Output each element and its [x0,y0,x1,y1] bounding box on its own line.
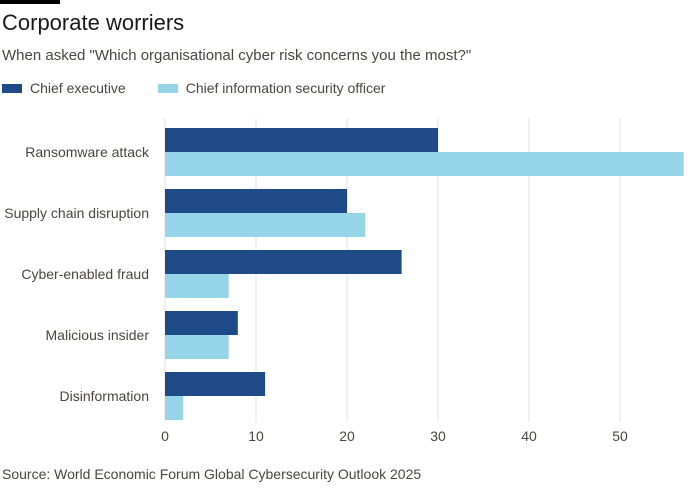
bar-ceo-cyber-enabled-fraud [165,250,402,274]
bar-ceo-malicious-insider [165,311,238,335]
legend-label-ciso: Chief information security officer [185,80,386,96]
chart-subtitle: When asked "Which organisational cyber r… [2,47,472,64]
legend-swatch-ciso [157,83,178,93]
category-label-cyber-enabled-fraud: Cyber-enabled fraud [21,266,149,282]
bar-ciso-malicious-insider [165,335,229,359]
bar-ciso-supply-chain-disruption [165,213,366,237]
category-label-disinformation: Disinformation [60,388,149,404]
legend-item-ciso: Chief information security officer [157,80,386,96]
x-tick-label-30: 30 [430,428,446,444]
bar-ceo-disinformation [165,372,266,396]
legend-label-ceo: Chief executive [30,80,126,96]
x-tick-label-0: 0 [161,428,169,444]
x-tick-label-10: 10 [248,428,264,444]
x-tick-label-20: 20 [339,428,355,444]
bar-ceo-ransomware-attack [165,128,438,152]
source-note: Source: World Economic Forum Global Cybe… [2,466,422,482]
legend: Chief executive Chief information securi… [2,80,417,96]
bar-ciso-cyber-enabled-fraud [165,274,229,298]
x-tick-label-50: 50 [612,428,628,444]
legend-item-ceo: Chief executive [2,80,126,96]
chart-title: Corporate worriers [2,10,185,35]
x-tick-label-40: 40 [521,428,537,444]
bar-ceo-supply-chain-disruption [165,189,347,213]
bar-ciso-disinformation [165,396,184,420]
category-label-ransomware-attack: Ransomware attack [25,144,150,160]
bar-ciso-ransomware-attack [165,152,684,176]
category-label-supply-chain-disruption: Supply chain disruption [4,205,149,221]
legend-swatch-ceo [2,83,22,93]
category-label-malicious-insider: Malicious insider [46,327,150,343]
brand-bar [0,0,60,4]
bar-chart: 0 10 20 30 40 50 Ransomware attack Supply chain… [4,118,684,444]
